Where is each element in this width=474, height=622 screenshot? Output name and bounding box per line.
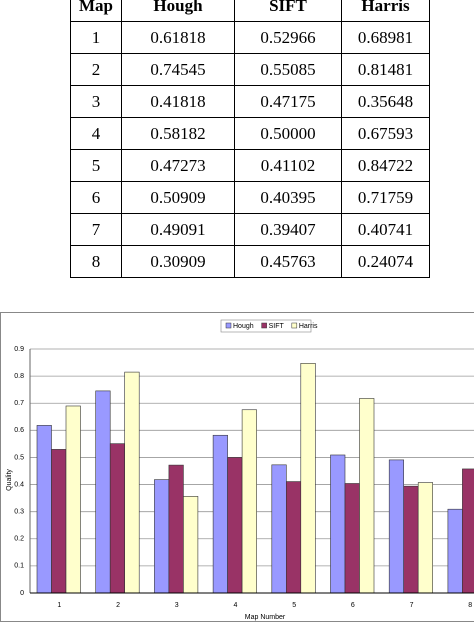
x-tick-label: 1 [57, 602, 61, 609]
table-cell: 0.52966 [234, 21, 342, 54]
y-tick-label: 0.7 [14, 400, 24, 407]
bar [227, 457, 243, 594]
bar [154, 479, 170, 594]
table-cell: 6 [70, 181, 122, 214]
legend-label: Hough [233, 323, 254, 330]
x-tick-label: 7 [410, 602, 414, 609]
table-cell: 0.47273 [121, 149, 235, 182]
table-row: 1 0.61818 0.52966 0.68981 [70, 21, 430, 54]
bar [462, 468, 474, 594]
header-cell: Map [70, 0, 122, 22]
bar [51, 449, 67, 594]
bar [124, 371, 140, 594]
table-cell: 0.41818 [121, 85, 235, 118]
table-cell: 0.39407 [234, 213, 342, 246]
table-row: 7 0.49091 0.39407 0.40741 [70, 213, 430, 246]
bar [65, 405, 81, 594]
table-row: 3 0.41818 0.47175 0.35648 [70, 85, 430, 118]
table-cell: 0.47175 [234, 85, 342, 118]
bar [403, 485, 419, 594]
legend-swatch [291, 322, 298, 329]
x-tick-label: 2 [116, 602, 120, 609]
bar [95, 390, 111, 594]
y-tick-label: 0.1 [14, 563, 24, 570]
x-tick-label: 6 [351, 602, 355, 609]
y-tick-label: 0.5 [14, 454, 24, 461]
table-cell: 0.45763 [234, 245, 342, 278]
bar [359, 398, 375, 594]
table-cell: 0.40741 [341, 213, 430, 246]
bar [241, 409, 257, 594]
bar [285, 481, 302, 594]
table-row: 2 0.74545 0.55085 0.81481 [70, 53, 430, 86]
bar [344, 483, 360, 594]
x-axis-title: Map Number [245, 614, 286, 621]
table-cell: 7 [70, 213, 122, 246]
table-cell: 4 [70, 117, 122, 150]
legend-label: SIFT [269, 323, 285, 330]
table-cell: 0.35648 [341, 85, 430, 118]
bar [417, 482, 434, 594]
bar [447, 508, 463, 594]
bar [36, 425, 52, 594]
table-cell: 1 [70, 21, 122, 54]
header-cell: SIFT [234, 0, 342, 22]
table-cell: 0.40395 [234, 181, 342, 214]
table-cell: 0.49091 [121, 213, 235, 246]
table-cell: 0.71759 [341, 181, 430, 214]
y-tick-label: 0.2 [14, 536, 24, 543]
x-tick-label: 4 [233, 602, 237, 609]
header-cell: Hough [121, 0, 235, 22]
table-row: 8 0.30909 0.45763 0.24074 [70, 245, 430, 278]
table-cell: 0.55085 [234, 53, 342, 86]
table-cell: 0.68981 [341, 21, 430, 54]
x-tick-label: 8 [468, 602, 472, 609]
bar [168, 464, 184, 594]
bar [109, 443, 125, 594]
table-row: 5 0.47273 0.41102 0.84722 [70, 149, 430, 182]
table-cell: 0.84722 [341, 149, 430, 182]
bar [388, 459, 405, 594]
bar [271, 464, 287, 594]
header-row: Map Hough SIFT Harris [70, 0, 430, 22]
table-cell: 0.50909 [121, 181, 235, 214]
bar [212, 434, 228, 594]
legend-swatch [261, 322, 267, 329]
table-cell: 0.41102 [234, 149, 342, 182]
table-cell: 0.74545 [121, 53, 235, 86]
y-tick-label: 0.6 [14, 427, 24, 434]
y-tick-label: 0.8 [14, 373, 24, 380]
chart: Quality Map Number 0 0.1 0.2 0.3 0.4 0.5 0.6 0.… [0, 312, 474, 622]
results-table: Map Hough SIFT Harris 1 0.61818 0.52966 0.68981… [70, 0, 430, 278]
legend-swatch [225, 322, 232, 329]
header-cell: Harris [341, 0, 430, 22]
table-cell: 0.30909 [121, 245, 235, 278]
table-cell: 0.61818 [121, 21, 235, 54]
table-cell: 0.81481 [341, 53, 430, 86]
table-cell: 0.24074 [341, 245, 430, 278]
y-axis-title: Quality [6, 469, 13, 491]
x-tick-label: 5 [292, 602, 296, 609]
bar [330, 454, 346, 594]
bar [183, 496, 199, 594]
x-tick-label: 3 [175, 602, 179, 609]
y-tick-label: 0.3 [14, 509, 24, 516]
table-row: 6 0.50909 0.40395 0.71759 [70, 181, 430, 214]
legend-label: Harris [299, 323, 318, 330]
table-cell: 5 [70, 149, 122, 182]
table-cell: 8 [70, 245, 122, 278]
bar [300, 363, 316, 594]
table-cell: 3 [70, 85, 122, 118]
table-row: 4 0.58182 0.50000 0.67593 [70, 117, 430, 150]
y-tick-label: 0.4 [14, 481, 24, 488]
y-tick-label: 0 [20, 590, 24, 597]
table-cell: 0.50000 [234, 117, 342, 150]
table-cell: 0.67593 [341, 117, 430, 150]
y-tick-label: 0.9 [14, 346, 24, 353]
table-cell: 2 [70, 53, 122, 86]
table-cell: 0.58182 [121, 117, 235, 150]
